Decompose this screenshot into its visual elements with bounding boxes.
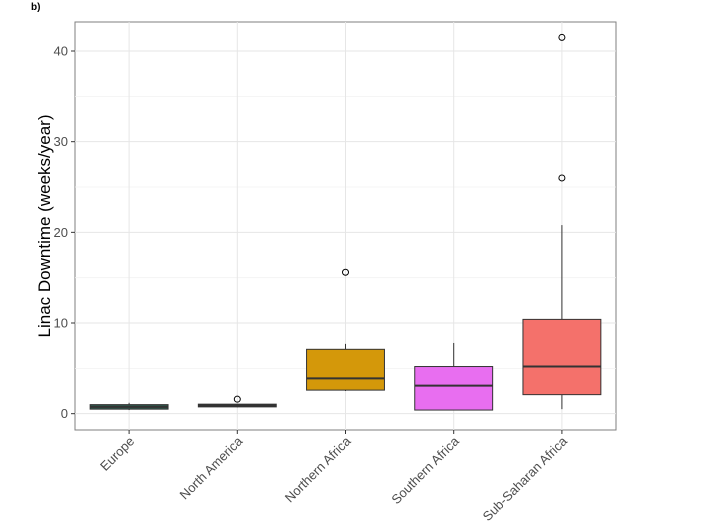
x-tick-label: Northern Africa: [282, 433, 354, 505]
y-tick-label: 10: [54, 316, 68, 331]
x-tick-label: Southern Africa: [388, 433, 462, 507]
x-axis-ticks: Europe North America Northern Africa Southe…: [97, 430, 571, 524]
y-tick-label: 30: [54, 134, 68, 149]
panel-label: b): [31, 2, 41, 13]
box-southern-africa: [414, 342, 494, 411]
outlier-point: [558, 33, 566, 41]
box-europe: [89, 402, 169, 411]
y-tick-label: 20: [54, 225, 68, 240]
outlier-point: [233, 395, 241, 403]
x-tick-label: Europe: [97, 434, 137, 474]
box-body: [414, 366, 494, 411]
box-body: [306, 348, 385, 391]
x-tick-label: North America: [177, 433, 246, 502]
x-tick-label: Sub-Saharan Africa: [480, 433, 571, 524]
y-tick-label: 0: [61, 406, 68, 421]
outlier-point: [342, 268, 349, 276]
box-north-america: [197, 395, 277, 408]
box-northern-africa: [306, 268, 385, 392]
box-sub-saharan-africa: [522, 33, 602, 410]
y-axis-ticks: 0 10 20 30 40: [54, 44, 75, 421]
y-tick-label: 40: [54, 44, 68, 59]
box-body: [522, 318, 602, 396]
boxes: [89, 33, 602, 411]
outlier-point: [558, 174, 566, 182]
y-axis-label: Linac Downtime (weeks/year): [35, 115, 54, 338]
